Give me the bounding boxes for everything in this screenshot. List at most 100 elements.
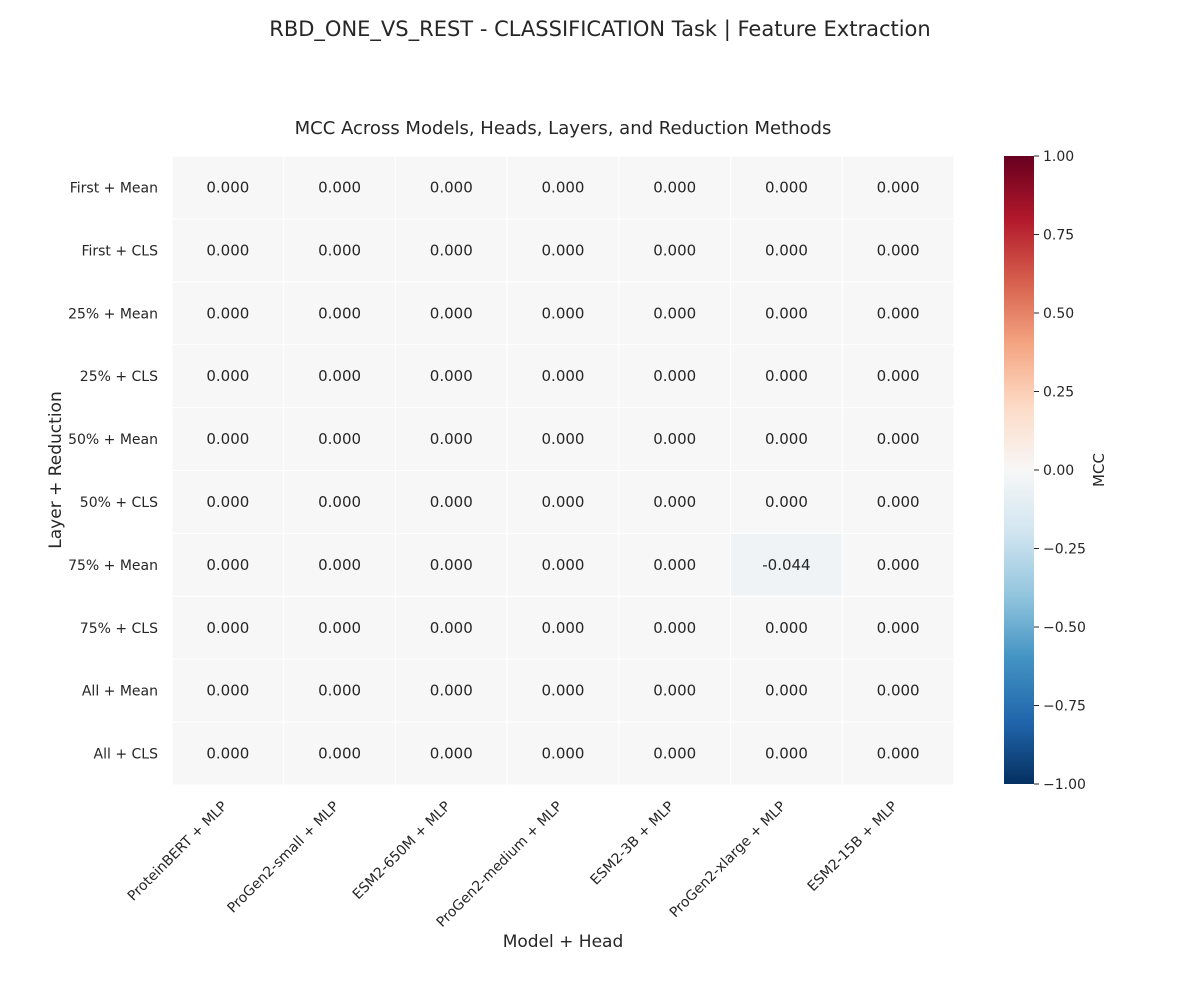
heatmap-cell bbox=[394, 281, 508, 346]
heatmap-cell bbox=[730, 218, 843, 283]
cell-value-label: 0.000 bbox=[653, 745, 696, 763]
heatmap-cell bbox=[506, 595, 620, 660]
cell-value-label: 0.000 bbox=[877, 304, 920, 322]
heatmap-cell bbox=[730, 155, 843, 220]
heatmap-cell bbox=[841, 344, 955, 409]
x-tick-label: ProGen2-small + MLP bbox=[224, 799, 342, 917]
colorbar-ticks: −1.00 −0.75 −0.50 −0.25 0.00 0.25 0.50 0.75 1.00 bbox=[1034, 149, 1086, 793]
cell-value-label: 0.000 bbox=[430, 178, 473, 196]
cell-value-label: 0.000 bbox=[430, 304, 473, 322]
y-tick-label: 75% + Mean bbox=[68, 558, 158, 574]
y-tick-label: 50% + CLS bbox=[80, 495, 158, 511]
cell-value-label: -0.044 bbox=[762, 556, 810, 574]
cell-value-label: 0.000 bbox=[206, 556, 249, 574]
figure-title: RBD_ONE_VS_REST - CLASSIFICATION Task | … bbox=[269, 17, 930, 42]
cell-value-label: 0.000 bbox=[318, 367, 361, 385]
y-tick-label: 25% + CLS bbox=[80, 369, 158, 385]
colorbar-tick-label: 0.75 bbox=[1043, 228, 1074, 244]
cell-value-label: 0.000 bbox=[430, 682, 473, 700]
y-tick-label: 75% + CLS bbox=[80, 621, 158, 637]
cell-value-label: 0.000 bbox=[877, 493, 920, 511]
colorbar-tick-label: 1.00 bbox=[1043, 149, 1074, 165]
heatmap-cell bbox=[506, 344, 620, 409]
cell-value-label: 0.000 bbox=[206, 304, 249, 322]
x-tick-label: ESM2-3B + MLP bbox=[588, 799, 678, 889]
heatmap-cell bbox=[506, 281, 620, 346]
y-tick-label: First + Mean bbox=[70, 180, 158, 196]
heatmap-cell bbox=[394, 658, 508, 723]
cell-value-label: 0.000 bbox=[653, 241, 696, 259]
cell-value-label: 0.000 bbox=[206, 430, 249, 448]
cell-value-label: 0.000 bbox=[318, 304, 361, 322]
cell-value-label: 0.000 bbox=[542, 745, 585, 763]
colorbar-tick-label: 0.25 bbox=[1043, 385, 1074, 401]
heatmap-cell bbox=[730, 595, 843, 660]
cell-value-label: 0.000 bbox=[765, 745, 808, 763]
cell-value-label: 0.000 bbox=[765, 304, 808, 322]
heatmap-cell bbox=[618, 595, 732, 660]
heatmap-cell bbox=[283, 155, 396, 220]
heatmap-cell bbox=[394, 407, 508, 472]
heatmap-cell-labels: 0.000 0.000 0.000 0.000 0.000 0.000 0.000 0.000… bbox=[206, 178, 919, 762]
y-tick-label: 50% + Mean bbox=[68, 432, 158, 448]
cell-value-label: 0.000 bbox=[542, 178, 585, 196]
heatmap-cell bbox=[171, 595, 285, 660]
colorbar-tick-label: −1.00 bbox=[1043, 777, 1086, 793]
heatmap-cell bbox=[171, 407, 285, 472]
cell-value-label: 0.000 bbox=[877, 745, 920, 763]
heatmap-cell bbox=[841, 470, 955, 534]
heatmap-cell bbox=[618, 721, 732, 786]
y-axis-label: Layer + Reduction bbox=[46, 391, 66, 548]
y-tick-labels: First + Mean First + CLS 25% + Mean 25% + C… bbox=[68, 180, 158, 762]
heatmap-cell bbox=[394, 470, 508, 534]
cell-value-label: 0.000 bbox=[653, 493, 696, 511]
cell-value-label: 0.000 bbox=[542, 241, 585, 259]
heatmap-cell bbox=[506, 721, 620, 786]
heatmap-cell bbox=[618, 281, 732, 346]
x-tick-label: ProGen2-medium + MLP bbox=[434, 799, 566, 931]
colorbar-tick-label: −0.50 bbox=[1043, 620, 1086, 636]
heatmap-cell bbox=[283, 595, 396, 660]
y-tick-label: All + Mean bbox=[82, 684, 158, 700]
heatmap-cell bbox=[171, 470, 285, 534]
colorbar-gradient bbox=[1004, 156, 1034, 784]
cell-value-label: 0.000 bbox=[877, 430, 920, 448]
heatmap-cells bbox=[171, 155, 955, 786]
heatmap-cell bbox=[394, 721, 508, 786]
colorbar: −1.00 −0.75 −0.50 −0.25 0.00 0.25 0.50 0.75 1.00… bbox=[1004, 149, 1108, 793]
y-tick-label: First + CLS bbox=[81, 243, 158, 259]
heatmap-cell bbox=[841, 532, 955, 597]
cell-value-label: 0.000 bbox=[430, 745, 473, 763]
cell-value-label: 0.000 bbox=[430, 430, 473, 448]
heatmap-cell bbox=[394, 218, 508, 283]
cell-value-label: 0.000 bbox=[206, 178, 249, 196]
cell-value-label: 0.000 bbox=[877, 241, 920, 259]
cell-value-label: 0.000 bbox=[318, 745, 361, 763]
heatmap-cell bbox=[171, 218, 285, 283]
cell-value-label: 0.000 bbox=[430, 619, 473, 637]
cell-value-label: 0.000 bbox=[430, 493, 473, 511]
cell-value-label: 0.000 bbox=[206, 619, 249, 637]
cell-value-label: 0.000 bbox=[765, 682, 808, 700]
cell-value-label: 0.000 bbox=[430, 367, 473, 385]
cell-value-label: 0.000 bbox=[877, 619, 920, 637]
cell-value-label: 0.000 bbox=[877, 367, 920, 385]
heatmap-cell bbox=[730, 721, 843, 786]
cell-value-label: 0.000 bbox=[542, 556, 585, 574]
cell-value-label: 0.000 bbox=[765, 367, 808, 385]
heatmap-cell bbox=[283, 281, 396, 346]
cell-value-label: 0.000 bbox=[542, 682, 585, 700]
cell-value-label: 0.000 bbox=[653, 178, 696, 196]
heatmap-cell bbox=[618, 532, 732, 597]
cell-value-label: 0.000 bbox=[542, 430, 585, 448]
cell-value-label: 0.000 bbox=[206, 493, 249, 511]
heatmap-cell bbox=[394, 532, 508, 597]
heatmap-cell bbox=[506, 155, 620, 220]
cell-value-label: 0.000 bbox=[318, 430, 361, 448]
heatmap-cell bbox=[283, 344, 396, 409]
cell-value-label: 0.000 bbox=[877, 178, 920, 196]
x-tick-label: ESM2-650M + MLP bbox=[350, 799, 454, 903]
cell-value-label: 0.000 bbox=[206, 241, 249, 259]
